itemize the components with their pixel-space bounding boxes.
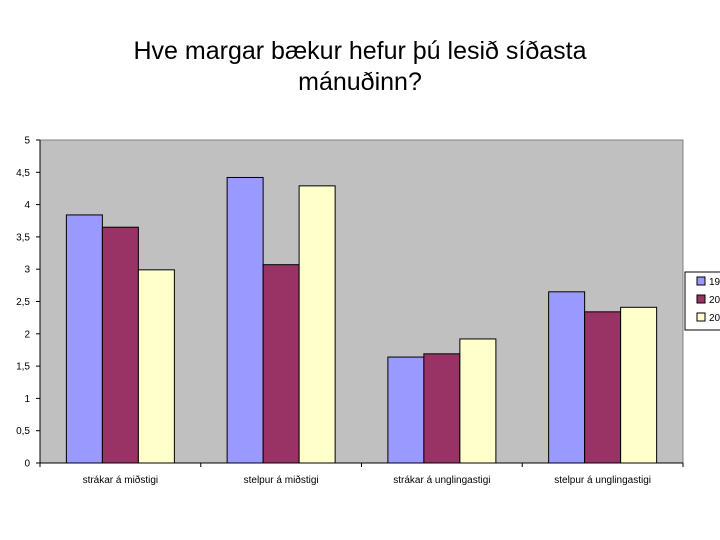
bar-4-series-2 [584,311,622,464]
legend-swatch [696,312,706,322]
x-tick-label: strákar á miðstigi [83,474,159,486]
bar-2-series-2 [262,264,300,464]
y-tick-label: 0 [24,459,30,470]
y-tick-label: 1 [24,394,30,405]
x-tick-label: stelpur á miðstigi [244,474,319,486]
y-tick-label: 3,5 [16,232,30,243]
bar-1-series-3 [137,269,175,464]
legend-label: 20 [709,313,720,324]
bar-1-series-2 [101,226,139,464]
legend-swatch [696,294,706,304]
bar-2-series-1 [226,176,264,464]
bar-4-series-1 [548,291,586,464]
bar-3-series-3 [459,338,497,464]
bar-4-series-3 [620,306,658,464]
bar-1-series-1 [65,214,103,464]
y-tick-label: 1,5 [16,362,30,373]
chart-title-line-2: mánuðinn? [298,68,422,96]
y-tick-label: 3 [24,265,30,276]
y-tick-label: 4 [24,200,30,211]
axes: strákar á miðstigi stelpur á miðstigi strá… [16,136,684,486]
bar-3-series-2 [423,353,461,464]
legend-swatch [696,276,706,286]
bar-2-series-3 [298,185,336,464]
y-tick-label: 4,5 [16,168,30,179]
y-tick-label: 5 [24,136,30,147]
legend-label: 19 [709,277,720,288]
bar-group [65,176,658,464]
x-tick-label: stelpur á unglingastigi [554,475,651,486]
y-tick-label: 2 [24,329,30,340]
x-tick-label: strákar á unglingastigi [393,475,490,486]
chart-title-line-1: Hve margar bækur hefur þú lesið síðasta [133,37,587,65]
bar-3-series-1 [387,356,425,464]
y-tick-label: 2,5 [16,297,30,308]
chart-title: Hve margar bækur hefur þú lesið síðasta … [60,36,660,98]
y-tick-label: 0,5 [16,426,30,437]
legend-label: 20 [709,295,720,306]
legend: 19 20 20 [684,271,720,331]
